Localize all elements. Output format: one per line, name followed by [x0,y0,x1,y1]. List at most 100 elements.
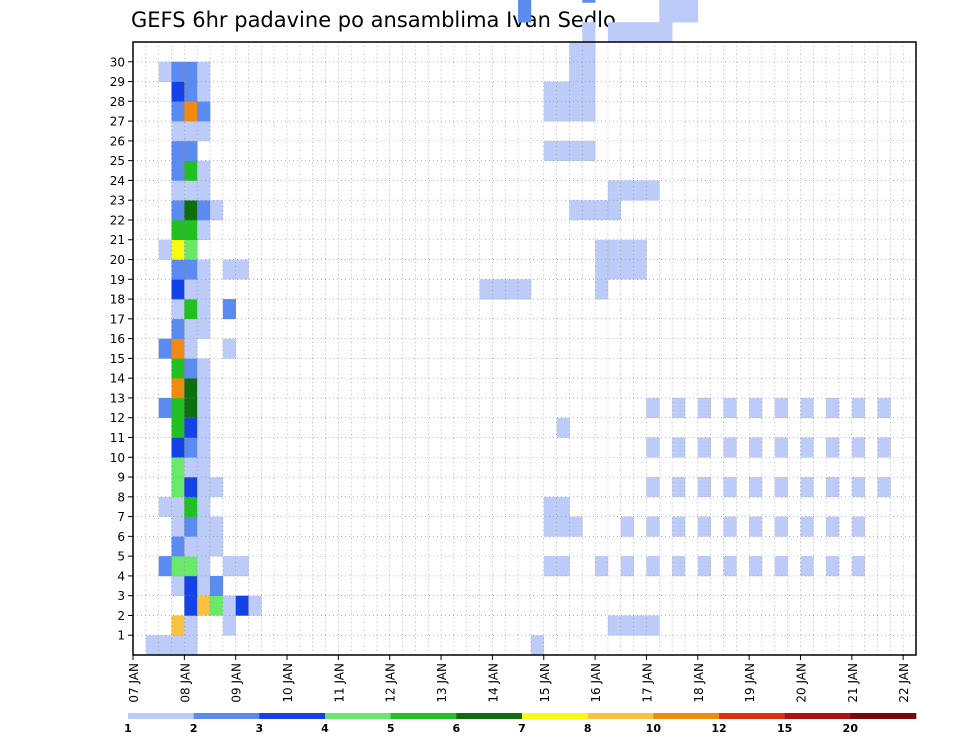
y-tick-label: 24 [110,174,125,188]
heatmap-cell [543,81,557,102]
heatmap-cell [620,556,634,577]
heatmap-cell [184,635,198,656]
heatmap-cell [723,516,737,537]
heatmap-cell [851,477,865,498]
heatmap-cell [492,279,506,300]
heatmap-cell [877,437,891,458]
x-tick-label: 16 JAN [589,663,603,703]
heatmap-cell [171,516,185,537]
heatmap-cell [184,338,198,359]
heatmap-cell [171,477,185,498]
heatmap-cell [197,595,211,616]
heatmap-cell [210,200,224,221]
colorbar-swatch [653,713,720,719]
heatmap-cell [556,81,570,102]
x-tick-label: 08 JAN [178,663,192,703]
y-tick-label: 7 [117,510,125,524]
heatmap-cell [569,81,583,102]
heatmap-cell [646,22,660,43]
colorbar-swatch [456,713,523,719]
heatmap-cell [620,615,634,636]
heatmap-cell [171,121,185,142]
heatmap-cell [171,635,185,656]
heatmap-cell [582,22,596,43]
heatmap-cell [210,536,224,557]
heatmap-cell [197,160,211,181]
heatmap-cell [633,615,647,636]
heatmap-cell [184,358,198,379]
y-tick-label: 21 [110,233,125,247]
y-tick-label: 30 [110,55,125,69]
heatmap-cell [505,279,519,300]
heatmap-cell [800,437,814,458]
y-tick-label: 9 [117,471,125,485]
heatmap-cell [171,457,185,478]
heatmap-cell [646,437,660,458]
heatmap-cell [851,397,865,419]
heatmap-cell [210,575,224,596]
y-tick-label: 27 [110,115,125,129]
heatmap-cell [222,259,236,280]
heatmap-cell [633,22,647,43]
y-tick-label: 28 [110,95,125,109]
heatmap-cell [158,338,172,359]
heatmap-cell [774,437,788,458]
heatmap-cell [197,121,211,142]
heatmap-cell [826,477,840,498]
heatmap-cell [184,575,198,596]
heatmap-cell [235,556,249,577]
colorbar-label: 4 [321,722,329,735]
colorbar-swatch [522,713,588,719]
heatmap-cell [222,338,236,359]
heatmap-cell [697,397,711,419]
plot-frame [132,41,917,656]
heatmap-cell [171,318,185,339]
heatmap-cell [774,397,788,419]
heatmap-cell [684,2,699,23]
heatmap-cell [697,437,711,458]
heatmap-cell [826,556,840,577]
colorbar: 1 2 3 4 5 6 7 8 10 12 15 20 [124,713,917,735]
heatmap-cell [184,140,198,161]
heatmap-cell [197,200,211,221]
heatmap-cell [826,437,840,458]
heatmap-cell [197,180,211,201]
y-tick-label: 18 [110,293,125,307]
heatmap-cell [171,417,185,438]
y-tick-label: 12 [110,411,125,425]
heatmap-cell [197,437,211,458]
heatmap-cell [851,516,865,537]
y-tick-label: 20 [110,253,125,267]
colorbar-swatch [850,713,917,719]
heatmap-cell [184,318,198,339]
heatmap-cell [826,516,840,537]
heatmap-cell [197,477,211,498]
colorbar-label: 20 [843,722,859,735]
heatmap-cell [171,239,185,260]
heatmap-cell [607,180,622,201]
heatmap-cell [543,556,557,577]
x-tick-label: 18 JAN [692,663,706,703]
heatmap-cell [851,437,865,458]
heatmap-cell [723,437,737,458]
heatmap-cell [569,42,583,63]
heatmap-cell [556,140,570,161]
heatmap-cell [171,358,185,379]
heatmap-cell [171,556,185,577]
heatmap-cell [800,556,814,577]
heatmap-cell [607,239,622,260]
heatmap-cell [659,22,673,43]
heatmap-cell [646,615,660,636]
heatmap-cell [569,200,583,221]
heatmap-cell [171,140,185,161]
heatmap-cell [197,496,211,517]
heatmap-cell [697,516,711,537]
y-tick-label: 25 [110,154,125,168]
y-tick-label: 13 [110,391,125,405]
heatmap-cell [171,61,185,82]
heatmap-cell [171,279,185,300]
heatmap-cell [158,61,172,82]
heatmap-cell [222,556,236,577]
y-tick-label: 4 [117,569,125,583]
heatmap-cell [620,516,634,537]
